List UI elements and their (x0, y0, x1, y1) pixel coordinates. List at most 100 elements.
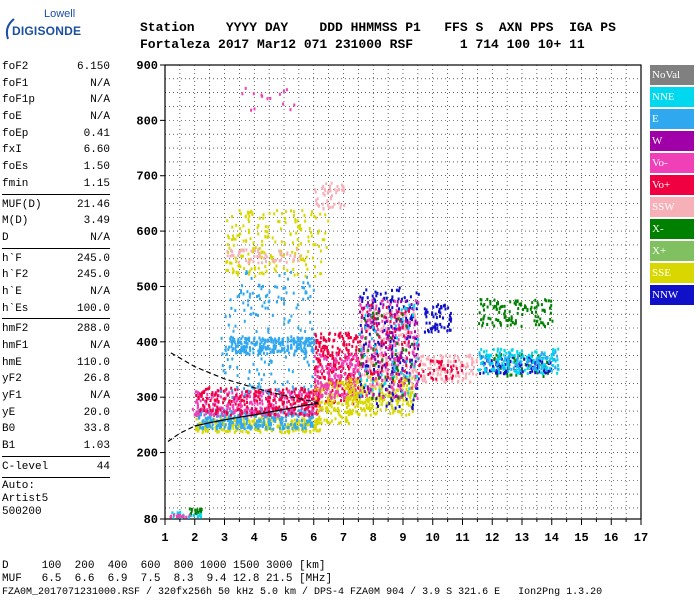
echo-point-vo (342, 393, 344, 397)
echo-point-vo (326, 386, 328, 390)
echo-point-e (220, 425, 223, 429)
echo-point-ssw (382, 324, 385, 328)
echo-point-vo (236, 395, 238, 399)
echo-point-e (277, 295, 280, 299)
echo-point-e (278, 336, 281, 340)
echo-point-nnw (446, 329, 449, 333)
echo-point-e (244, 417, 247, 421)
echo-point-nnw (449, 316, 452, 319)
echo-point-e (233, 415, 236, 419)
echo-point-vo (348, 362, 351, 366)
echo-point-nne (541, 372, 544, 376)
echo-point-ssw (412, 370, 414, 374)
echo-point-vo (182, 515, 185, 518)
echo-point-sse (257, 224, 260, 227)
echo-point-nne (200, 515, 202, 519)
echo-point-e (270, 372, 273, 376)
echo-point-vo (373, 317, 376, 320)
echo-point-e (296, 343, 299, 347)
echo-point-w (400, 300, 403, 304)
echo-point-x (521, 367, 523, 371)
echo-point-vo (403, 393, 406, 397)
echo-point-e (283, 322, 286, 326)
echo-point-sse (368, 405, 371, 409)
echo-point-vo (343, 391, 346, 395)
echo-point-vo (327, 337, 330, 341)
echo-point-nnw (406, 299, 409, 303)
echo-point-sse (288, 431, 290, 435)
echo-point-w (379, 371, 382, 375)
echo-point-e (299, 344, 302, 348)
echo-point-vo (289, 408, 292, 412)
echo-point-vo (300, 406, 303, 410)
echo-point-nnw (434, 322, 437, 326)
echo-point-ssw (245, 248, 248, 252)
echo-point-vo (334, 368, 336, 371)
echo-point-vo (346, 374, 349, 378)
echo-point-sse (325, 408, 328, 412)
echo-point-x (489, 317, 492, 321)
echo-point-sse (319, 249, 322, 253)
param-row: MUF(D) 21.46 (2, 197, 110, 214)
echo-point-nne (199, 512, 202, 516)
echo-point-ssw (407, 332, 410, 336)
echo-point-sse (359, 401, 362, 405)
echo-point-x (535, 305, 538, 309)
echo-point-sse (226, 243, 229, 246)
echo-point-sse (308, 227, 311, 230)
echo-point-e (307, 419, 310, 423)
echo-point-x (194, 508, 197, 512)
echo-point-sse (347, 422, 350, 425)
echo-point-nnw (394, 336, 396, 340)
echo-point-vo (222, 397, 225, 401)
echo-point-sse (321, 407, 324, 411)
echo-point-vo (317, 341, 320, 345)
echo-point-e (519, 361, 522, 365)
echo-point-vo (337, 374, 340, 378)
echo-point-vo (315, 404, 318, 408)
echo-point-e (262, 424, 264, 428)
echo-point-sse (341, 403, 344, 407)
echo-point-vo (354, 388, 357, 392)
echo-point-nnw (405, 316, 408, 320)
echo-point-ssw (257, 261, 260, 265)
echo-point-ssw (461, 371, 464, 375)
echo-point-e (246, 351, 249, 355)
echo-point-vo (351, 344, 354, 348)
echo-point-ssw (414, 378, 417, 382)
echo-point-e (300, 409, 303, 413)
echo-point-ssw (341, 188, 344, 192)
echo-point-vo (207, 403, 210, 407)
echo-point-vo (215, 412, 218, 415)
param-value: N/A (90, 285, 110, 298)
echo-point-vo (203, 409, 206, 413)
echo-point-ssw (412, 311, 415, 315)
echo-point-sse (333, 399, 336, 403)
echo-point-nne (545, 367, 548, 370)
echo-point-e (289, 422, 292, 426)
echo-point-nnw (424, 310, 427, 314)
y-tick-label: 80 (144, 513, 158, 527)
echo-point-x (482, 304, 485, 308)
echo-point-x (487, 316, 490, 320)
echo-point-vo (216, 399, 218, 403)
echo-point-vo (356, 362, 359, 366)
echo-point-e (263, 301, 266, 305)
echo-point-x (506, 372, 509, 376)
echo-point-vo (270, 405, 273, 409)
echo-point-e (202, 427, 205, 431)
echo-point-nnw (364, 364, 367, 368)
echo-point-vo (313, 411, 316, 415)
echo-point-nnw (496, 371, 499, 375)
echo-point-e (220, 423, 223, 427)
echo-point-sse (398, 398, 401, 402)
echo-point-ssw (409, 333, 412, 337)
echo-point-e (230, 306, 233, 310)
echo-point-vo (354, 383, 357, 387)
echo-point-vo (322, 350, 325, 354)
echo-point-e (241, 284, 243, 288)
echo-point-vo (303, 402, 306, 406)
echo-point-ssw (443, 380, 446, 384)
echo-point-sse (253, 422, 256, 426)
echo-point-vo (379, 360, 382, 364)
